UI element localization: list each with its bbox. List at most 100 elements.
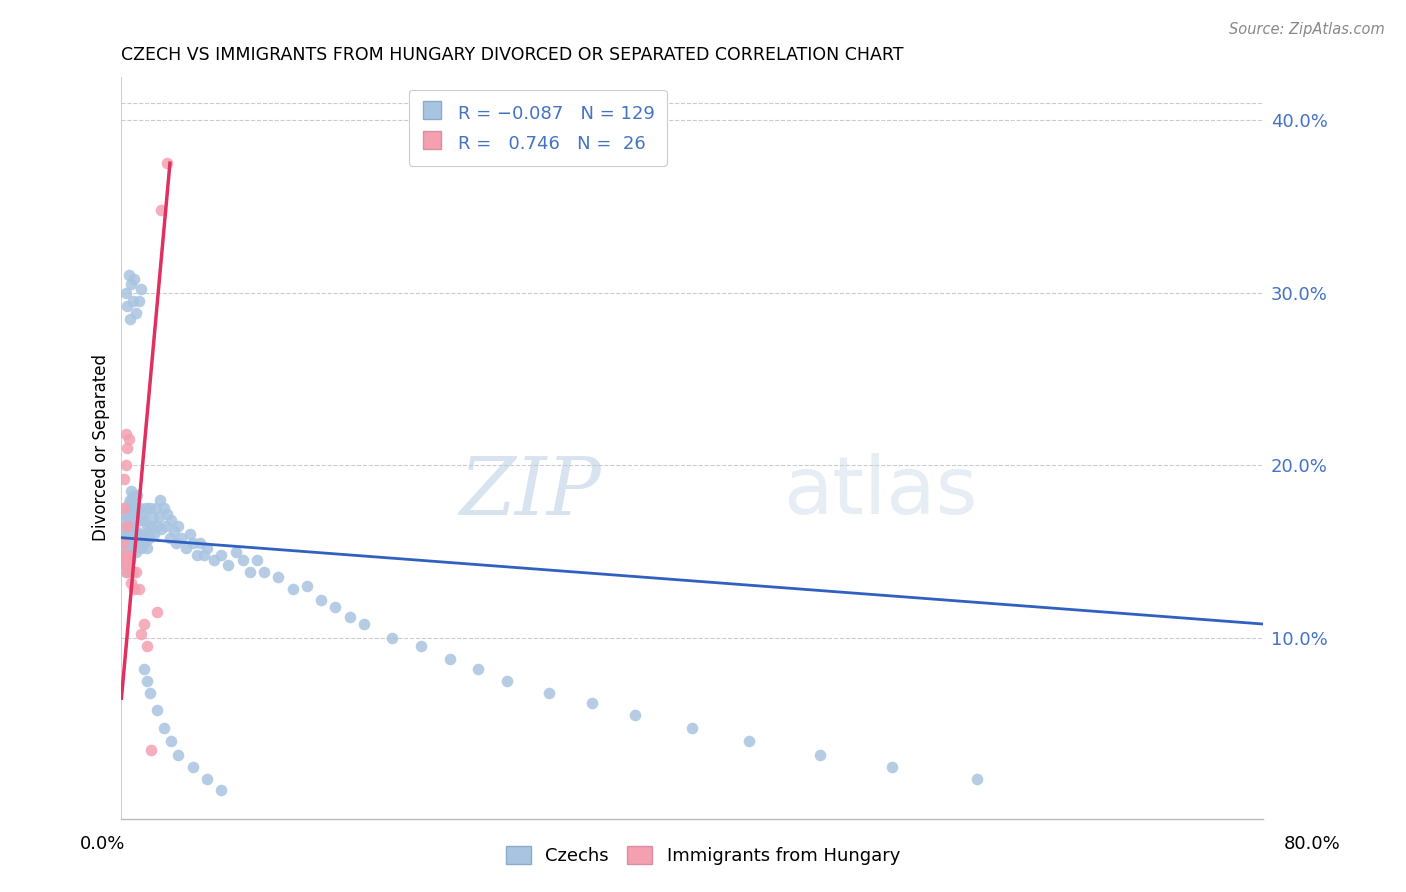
Point [124,513,146,527]
Point [217,558,239,573]
Point [181,760,204,774]
Point [209,548,232,562]
Point [232,553,254,567]
Point [112,531,135,545]
Point [139,501,162,516]
Point [120,277,142,291]
Point [145,501,167,516]
Point [195,541,218,555]
Point [115,565,138,579]
Point [114,553,136,567]
Point [149,492,172,507]
Point [738,734,761,748]
Point [117,553,139,567]
Legend: R = −0.087   N = 129, R =   0.746   N =  26: R = −0.087 N = 129, R = 0.746 N = 26 [409,89,666,166]
Point [127,531,149,545]
Point [186,548,208,562]
Point [115,510,138,524]
Point [124,536,146,550]
Point [115,300,138,314]
Point [880,760,903,774]
Point [132,507,155,521]
Point [143,527,166,541]
Text: ZIP: ZIP [458,454,600,532]
Text: 80.0%: 80.0% [1284,835,1340,853]
Point [141,743,163,757]
Point [117,536,139,550]
Point [156,156,179,170]
Point [125,524,148,538]
Point [146,518,169,533]
Point [142,510,165,524]
Point [121,510,143,524]
Point [159,531,181,545]
Point [124,272,146,286]
Point [114,285,136,300]
Point [160,734,183,748]
Point [225,544,247,558]
Point [114,558,136,573]
Point [120,518,142,533]
Point [118,548,141,562]
Point [150,522,173,536]
Point [167,748,190,763]
Point [495,673,517,688]
Point [538,686,561,700]
Point [128,536,150,550]
Point [111,553,134,567]
Point [239,565,262,579]
Point [163,524,186,538]
Point [136,541,159,555]
Point [202,553,225,567]
Point [118,553,141,567]
Point [120,501,142,516]
Point [121,294,143,309]
Point [117,268,139,283]
Point [127,510,149,524]
Point [179,527,201,541]
Point [246,553,269,567]
Point [309,592,332,607]
Point [111,536,134,550]
Point [141,518,163,533]
Point [134,662,156,676]
Point [624,708,647,723]
Point [681,721,703,735]
Point [128,294,150,309]
Point [131,541,153,555]
Point [136,518,159,533]
Point [195,772,218,787]
Point [339,610,361,624]
Point [114,458,136,473]
Point [125,306,148,320]
Point [131,513,153,527]
Point [165,536,187,550]
Point [467,662,489,676]
Point [209,782,232,797]
Point [114,518,136,533]
Point [174,541,197,555]
Point [136,640,159,654]
Point [131,282,153,296]
Point [112,472,135,486]
Point [136,673,159,688]
Point [115,518,138,533]
Point [167,518,190,533]
Point [353,617,375,632]
Point [409,640,432,654]
Point [381,631,404,645]
Point [153,501,176,516]
Point [124,582,146,597]
Point [121,527,143,541]
Point [146,703,169,717]
Point [114,565,136,579]
Point [134,617,156,632]
Point [139,524,162,538]
Point [160,513,183,527]
Point [134,513,156,527]
Point [188,536,211,550]
Point [129,527,152,541]
Point [114,527,136,541]
Point [120,575,142,590]
Point [112,513,135,527]
